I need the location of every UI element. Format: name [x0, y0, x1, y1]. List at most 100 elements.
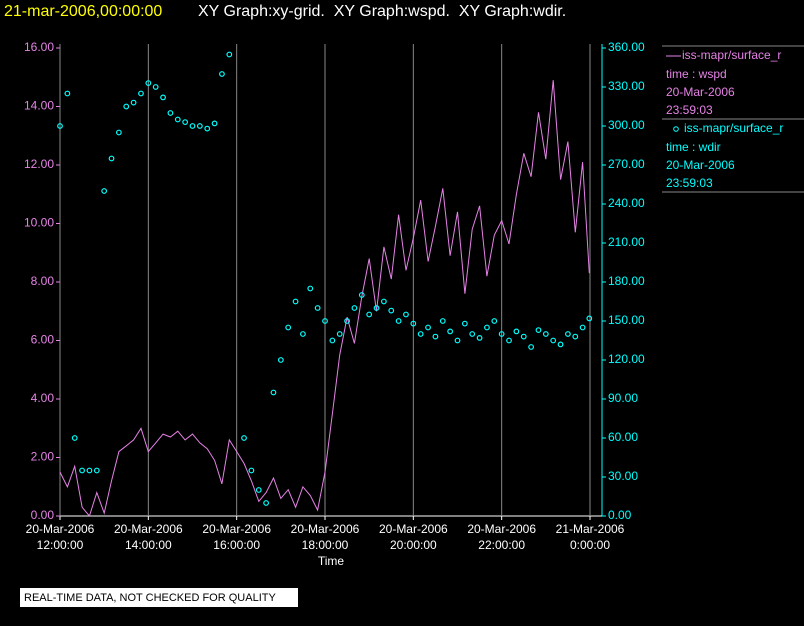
wdir-point	[447, 328, 454, 335]
wdir-point	[123, 103, 130, 110]
wdir-point	[329, 337, 336, 344]
y2-tick-label: 150.00	[608, 313, 645, 327]
y2-tick-label: 270.00	[608, 157, 645, 171]
legend-name: iss-mapr/surface_r	[682, 48, 781, 62]
wdir-point	[476, 335, 483, 341]
y2-tick-label: 240.00	[608, 196, 645, 210]
y2-tick-label: 0.00	[608, 508, 632, 522]
x-tick-label: 18:00:00	[302, 538, 349, 552]
wdir-point	[196, 123, 203, 129]
wdir-point	[535, 327, 542, 334]
x-axis-label: Time	[318, 554, 345, 568]
x-tick-label: 16:00:00	[213, 538, 260, 552]
wdir-point	[432, 333, 439, 340]
wdir-point	[322, 318, 328, 324]
wdir-point	[579, 324, 586, 331]
wdir-point	[167, 110, 174, 116]
y2-tick-label: 60.00	[608, 430, 638, 444]
wdir-point	[226, 51, 233, 58]
wdir-point	[174, 116, 181, 123]
wdir-point	[586, 315, 593, 322]
wdir-point	[461, 320, 468, 327]
y2-tick-label: 90.00	[608, 391, 638, 405]
wdir-point	[285, 324, 292, 331]
y-tick-label: 10.00	[24, 216, 54, 230]
legend-detail: 23:59:03	[666, 176, 713, 190]
y-tick-label: 0.00	[31, 508, 55, 522]
y2-tick-label: 210.00	[608, 235, 645, 249]
wdir-point	[255, 487, 262, 493]
y2-tick-label: 360.00	[608, 40, 645, 54]
x-tick-label: 0:00:00	[570, 538, 610, 552]
wdir-point	[93, 467, 100, 474]
wdir-point	[248, 467, 255, 474]
legend-name: iss-mapr/surface_r	[684, 121, 783, 135]
wdir-point	[270, 389, 277, 396]
wdir-point	[498, 331, 505, 337]
wdir-point	[189, 123, 196, 129]
wdir-point	[417, 331, 424, 337]
wdir-point	[79, 467, 85, 474]
wdir-point	[300, 331, 306, 337]
wdir-point	[395, 318, 402, 324]
wdir-point	[344, 318, 350, 324]
y2-tick-label: 30.00	[608, 469, 638, 483]
y-tick-label: 6.00	[31, 333, 55, 347]
wspd-line	[59, 80, 590, 518]
wdir-point	[491, 318, 498, 324]
wdir-point	[565, 331, 571, 337]
x-tick-label: 20-Mar-2006	[291, 522, 360, 536]
wdir-point	[101, 188, 108, 194]
y2-tick-label: 180.00	[608, 274, 645, 288]
wdir-point	[542, 331, 549, 337]
y2-tick-label: 300.00	[608, 118, 645, 132]
x-tick-label: 20:00:00	[390, 538, 437, 552]
wdir-point	[152, 84, 159, 90]
wdir-point	[277, 357, 284, 363]
wdir-point	[439, 318, 446, 324]
y-tick-label: 4.00	[31, 391, 55, 405]
wdir-point	[64, 90, 71, 97]
wdir-point	[380, 298, 387, 305]
wdir-point	[528, 344, 535, 350]
note: REAL-TIME DATA, NOT CHECKED FOR QUALITY	[24, 592, 276, 604]
wdir-point	[513, 328, 520, 335]
y-tick-label: 2.00	[31, 450, 55, 464]
x-tick-label: 21-Mar-2006	[556, 522, 625, 536]
wdir-point	[469, 331, 476, 337]
wdir-point	[115, 129, 122, 136]
wdir-point	[219, 71, 225, 77]
wdir-point	[71, 435, 78, 441]
wdir-point	[336, 331, 343, 337]
y-tick-label: 14.00	[24, 99, 54, 113]
wdir-point	[351, 305, 358, 311]
wdir-point	[506, 337, 512, 344]
wdir-point	[557, 341, 564, 348]
wdir-point	[520, 333, 527, 340]
chart-title: XY Graph:xy-grid. XY Graph:wspd. XY Grap…	[198, 3, 566, 20]
wdir-point	[425, 324, 431, 331]
wdir-point	[484, 324, 490, 331]
wdir-point	[410, 320, 417, 327]
wdir-point	[454, 337, 461, 344]
legend-detail: 20-Mar-2006	[666, 158, 735, 172]
x-tick-label: 22:00:00	[478, 538, 525, 552]
wdir-point	[314, 305, 321, 311]
wdir-point	[138, 90, 144, 97]
y-tick-label: 16.00	[24, 40, 54, 54]
x-tick-label: 20-Mar-2006	[202, 522, 271, 536]
legend-marker	[673, 126, 679, 132]
legend-detail: 20-Mar-2006	[666, 85, 735, 99]
wdir-point	[550, 337, 557, 344]
wdir-point	[204, 125, 211, 132]
wdir-point	[292, 298, 299, 305]
wdir-point	[388, 307, 395, 314]
wdir-point	[403, 311, 409, 318]
y2-tick-label: 330.00	[608, 79, 645, 93]
x-tick-label: 20-Mar-2006	[467, 522, 536, 536]
x-tick-label: 14:00:00	[125, 538, 172, 552]
wdir-point	[160, 94, 166, 101]
x-tick-label: 20-Mar-2006	[379, 522, 448, 536]
wdir-point	[358, 292, 365, 298]
note-box	[20, 588, 298, 607]
